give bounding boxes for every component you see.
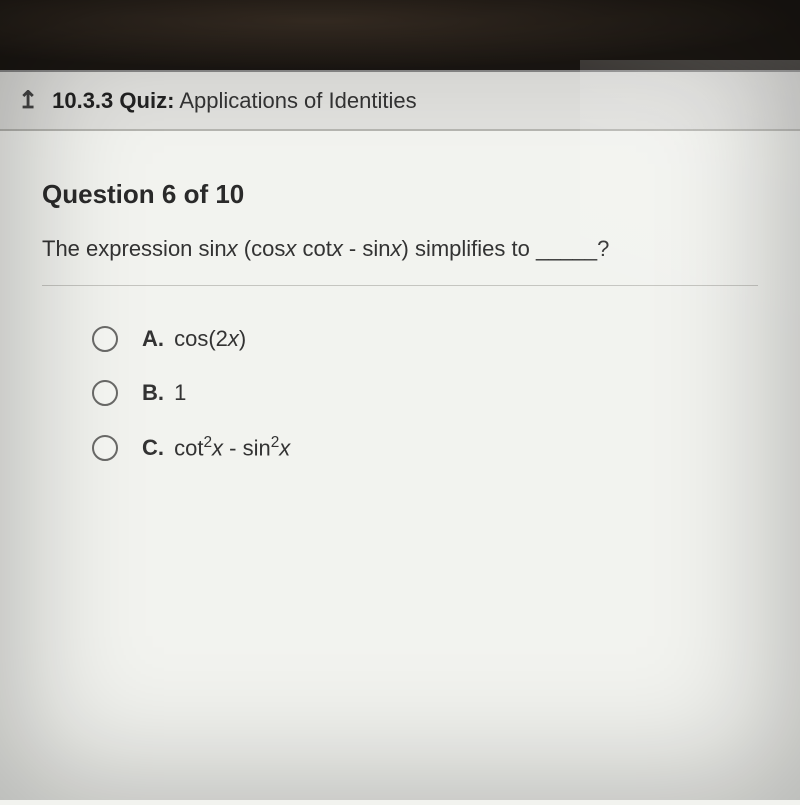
question-prompt: The expression sinx (cosx cotx - sinx) s… (42, 232, 758, 265)
option-a[interactable]: A. cos(2x) (92, 326, 758, 352)
option-b-label: B. 1 (142, 380, 186, 406)
back-icon[interactable]: ↥ (18, 86, 38, 115)
divider (42, 285, 758, 286)
option-a-label: A. cos(2x) (142, 326, 246, 352)
section-number: 10.3.3 (52, 88, 113, 113)
option-c-label: C. cot2x - sin2x (142, 434, 290, 461)
radio-c[interactable] (92, 435, 118, 461)
options-list: A. cos(2x) B. 1 C. cot2x - sin2x (42, 326, 758, 461)
question-content: Question 6 of 10 The expression sinx (co… (0, 131, 800, 805)
option-b[interactable]: B. 1 (92, 380, 758, 406)
radio-a[interactable] (92, 326, 118, 352)
question-number: Question 6 of 10 (42, 179, 758, 210)
option-c[interactable]: C. cot2x - sin2x (92, 434, 758, 461)
quiz-title: 10.3.3 Quiz: Applications of Identities (52, 88, 416, 114)
quiz-label-bold: Quiz: (119, 88, 174, 113)
radio-b[interactable] (92, 380, 118, 406)
quiz-label-rest: Applications of Identities (179, 88, 416, 113)
photo-dark-top (0, 0, 800, 70)
quiz-header-bar: ↥ 10.3.3 Quiz: Applications of Identitie… (0, 72, 800, 131)
screen-area: ↥ 10.3.3 Quiz: Applications of Identitie… (0, 70, 800, 800)
